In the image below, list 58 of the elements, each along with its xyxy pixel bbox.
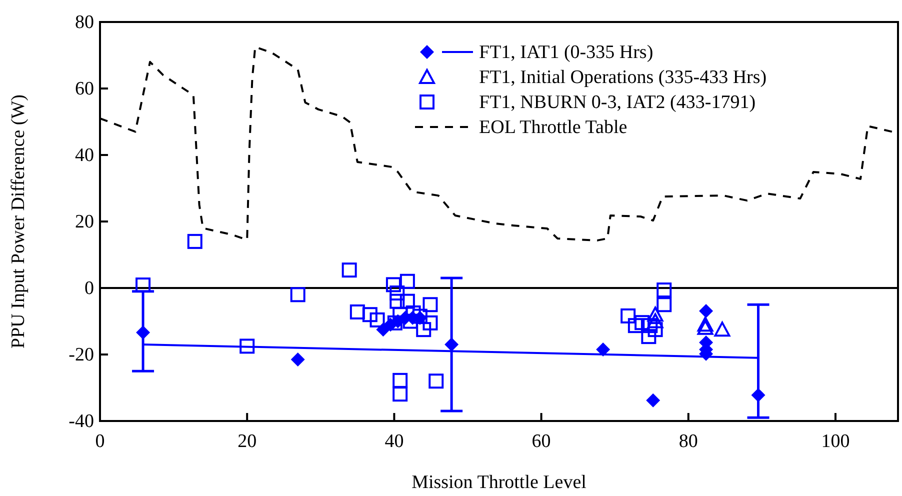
y-tick-label: -40	[68, 411, 94, 432]
point	[290, 287, 306, 302]
point	[342, 262, 357, 278]
y-tick-label: -20	[68, 344, 94, 366]
point	[714, 322, 730, 337]
y-tick-label: 0	[84, 278, 94, 299]
point	[362, 307, 378, 322]
x-axis-title: Mission Throttle Level	[412, 472, 586, 493]
legend-label: FT1, Initial Operations (335-433 Hrs)	[479, 67, 767, 88]
point	[697, 320, 714, 335]
legend-label: FT1, NBURN 0-3, IAT2 (433-1791)	[479, 92, 756, 113]
point	[642, 318, 658, 334]
y-axis-title: PPU Input Power Difference (W)	[8, 94, 29, 348]
point	[387, 315, 402, 330]
point	[390, 285, 405, 300]
point	[400, 294, 415, 309]
y-tick-label: 60	[75, 78, 94, 100]
point	[370, 312, 385, 328]
x-tick-label: 60	[532, 431, 551, 452]
point	[647, 306, 664, 322]
point	[620, 308, 636, 324]
point	[647, 313, 664, 328]
point	[751, 388, 766, 402]
point	[628, 318, 643, 334]
point	[699, 304, 714, 318]
legend-label: EOL Throttle Table	[479, 117, 628, 138]
point	[444, 338, 459, 352]
point	[641, 329, 656, 344]
legend-label: FT1, IAT1 (0-335 Hrs)	[479, 42, 654, 63]
x-tick-label: 20	[238, 431, 257, 452]
point	[386, 277, 401, 292]
point	[646, 393, 660, 408]
point	[390, 294, 405, 309]
point	[428, 374, 444, 389]
x-tick-label: 100	[821, 431, 850, 452]
point	[634, 315, 650, 330]
point	[422, 315, 438, 330]
point	[240, 338, 255, 354]
point	[400, 274, 415, 289]
point	[422, 297, 438, 312]
y-tick-label: 80	[75, 12, 94, 33]
point	[648, 322, 663, 338]
point	[596, 342, 610, 357]
point	[290, 352, 305, 366]
point	[656, 297, 672, 312]
x-tick-label: 40	[384, 431, 404, 452]
point	[350, 304, 365, 320]
y-tick-label: 40	[75, 145, 94, 166]
point	[187, 234, 202, 249]
point	[392, 372, 408, 388]
point	[136, 326, 150, 340]
point	[402, 314, 418, 329]
x-tick-label: 80	[678, 431, 698, 452]
point	[416, 322, 432, 338]
point	[697, 316, 714, 332]
point	[392, 386, 408, 402]
y-tick-label: 20	[75, 212, 94, 232]
point	[656, 282, 672, 298]
